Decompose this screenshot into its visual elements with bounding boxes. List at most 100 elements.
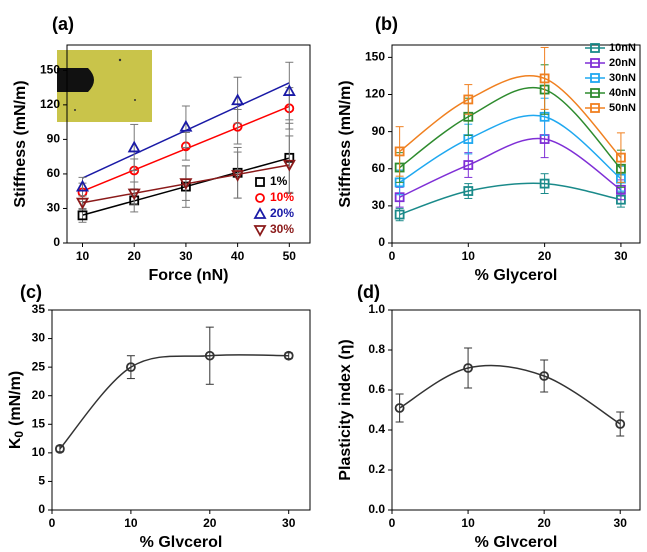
x-tick-label: 40 [231,249,245,263]
error-bar [540,173,549,194]
y-tick-label: 0 [53,235,60,249]
y-tick-label: 0 [38,502,45,516]
marker [75,179,90,192]
legend-label: 20nN [609,57,636,69]
inset-speck [134,99,136,101]
fit-curve [59,354,289,450]
fit-curve [399,182,622,216]
y-tick-label: 60 [372,161,386,175]
error-bar [126,355,135,380]
error-bar [285,61,294,121]
marker [394,146,405,157]
legend-label: 50nN [609,102,636,114]
y-tick-label: 35 [32,302,46,316]
y-tick-label: 60 [47,166,61,180]
plot-frame [391,44,641,244]
x-tick-label: 30 [282,516,296,530]
y-axis-label-main: Plasticity index (η) [337,339,354,480]
marker [394,209,405,220]
x-tick-label: 10 [76,249,90,263]
error-bar [464,347,473,389]
marker [615,419,626,429]
panel-title: (c) [20,282,42,302]
y-tick-label: 0.8 [368,342,385,356]
marker [204,350,215,361]
marker [463,186,474,196]
legend-marker [255,177,265,187]
error-bar [285,135,294,194]
x-tick-label: 10 [462,249,476,263]
marker [463,94,474,105]
x-axis-label: % Glycerol [475,267,558,284]
panel-title: (b) [375,14,398,34]
marker [231,170,245,182]
x-tick-label: 0 [389,516,396,530]
marker [616,152,626,163]
error-bar [395,393,404,423]
y-tick-label: 120 [365,87,385,101]
y-axis-label-main: Stiffness (mN/m) [12,80,29,207]
y-tick-label: 15 [32,416,46,430]
plot-frame [51,309,311,511]
y-axis-label-main: K [7,437,24,449]
error-bar [205,326,214,385]
error-bar [540,359,549,393]
x-tick-label: 20 [537,516,551,530]
y-tick-label: 30 [372,198,386,212]
legend-label: 30% [270,222,294,236]
x-axis-label: % Glycerol [140,534,223,547]
y-tick-label: 30 [47,201,61,215]
legend-marker [590,103,600,113]
y-tick-label: 5 [38,474,45,488]
y-tick-label: 10 [32,445,46,459]
y-axis-label: Stiffness (mN/m) [12,80,29,207]
y-axis-label-unit: (mN/m) [7,371,24,426]
marker [77,210,88,221]
marker [282,159,296,172]
error-bar [616,132,625,183]
y-tick-label: 90 [372,124,386,138]
legend-marker [590,58,600,68]
fit-curve [399,74,622,159]
fit-curve [399,114,622,183]
legend-label: 10% [270,190,294,204]
y-tick-label: 0.4 [368,422,385,436]
fit-curve [399,137,622,198]
inset-speck [118,58,122,62]
error-bar [181,105,190,148]
y-axis-label: Plasticity index (η) [337,339,354,480]
marker [231,93,245,106]
fit-curve [399,87,622,170]
error-bar [130,123,139,171]
marker [283,350,294,361]
error-bar [464,183,473,199]
error-bar [616,411,625,437]
y-axis-label: K0 (mN/m) [7,371,26,449]
y-tick-label: 20 [32,388,46,402]
plot-frame [391,309,641,511]
plot-frame [66,44,311,244]
legend-label: 10nN [609,42,636,54]
x-tick-label: 10 [461,516,475,530]
x-axis-label: Force (nN) [149,267,229,284]
marker [539,73,550,84]
error-bar [130,181,139,206]
y-tick-label: 0 [378,235,385,249]
legend-marker [253,225,267,237]
legend-label: 20% [270,206,294,220]
marker [463,160,474,170]
inset-image [57,50,152,122]
error-bar [464,84,473,115]
marker [125,362,136,373]
marker [75,197,90,210]
y-tick-label: 90 [47,132,61,146]
error-bar [233,151,242,199]
error-bar [233,76,242,124]
error-bar [181,165,190,201]
y-tick-label: 30 [32,331,46,345]
panel-title: (d) [357,282,380,302]
x-tick-label: 10 [124,516,138,530]
x-tick-label: 30 [179,249,193,263]
error-bar [464,152,473,178]
